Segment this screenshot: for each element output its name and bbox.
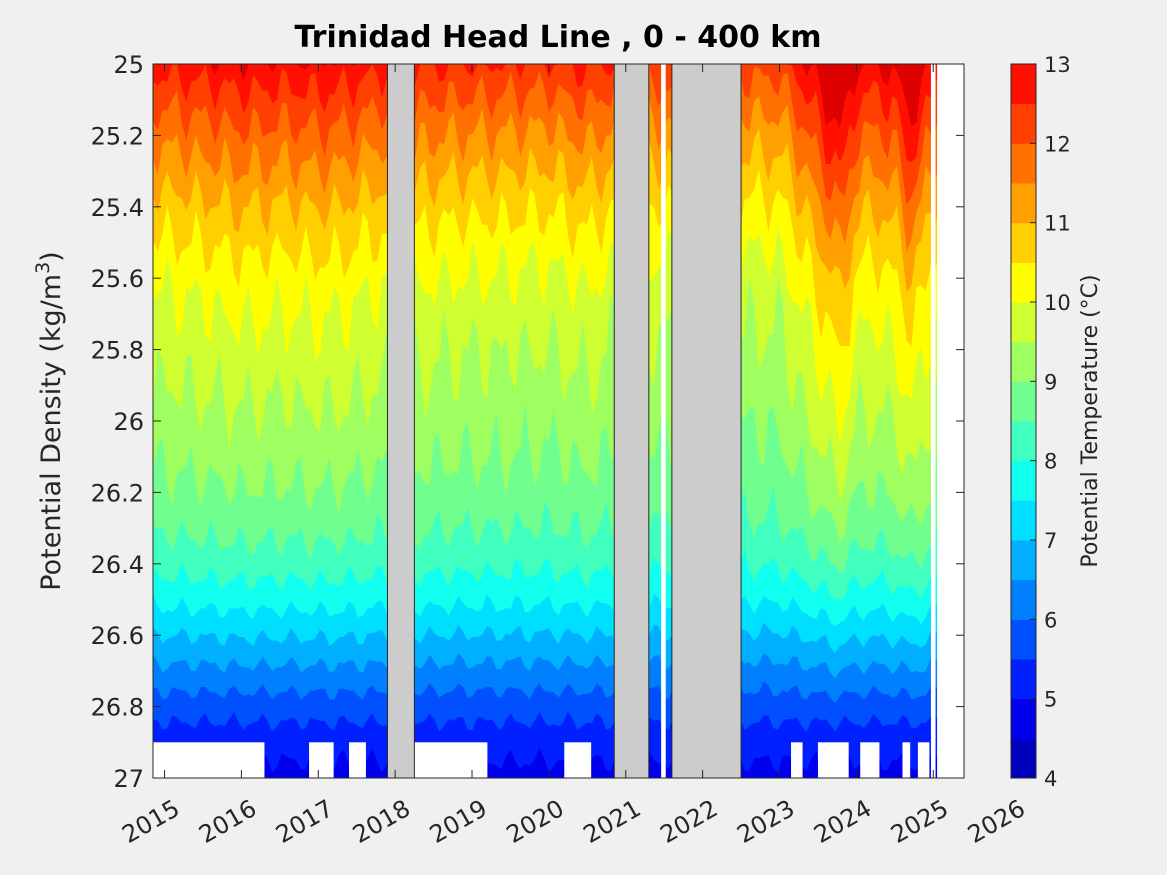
chart-title: Trinidad Head Line , 0 - 400 km [294, 20, 821, 55]
colorbar-segment [1011, 341, 1036, 382]
contour-bands [153, 64, 964, 778]
y-tick-label: 26.6 [91, 622, 144, 650]
x-tick-label: 2026 [963, 794, 1030, 849]
colorbar-segment [1011, 64, 1036, 105]
colorbar [1011, 64, 1036, 779]
y-tick-label: 26 [113, 408, 144, 436]
missing-data-column [930, 64, 936, 778]
colorbar-segment [1011, 579, 1036, 620]
colorbar-ticks: 4 5 6 7 8 9 10 11 12 13 [1030, 53, 1071, 791]
x-tick-label: 2024 [809, 794, 876, 849]
colorbar-frame [1010, 63, 1037, 779]
colorbar-segment [1011, 540, 1036, 581]
contour-band-12 [153, 64, 964, 205]
x-tick-label: 2025 [886, 794, 953, 849]
colorbar-segment [1011, 619, 1036, 660]
colorbar-segment [1011, 500, 1036, 541]
x-tick-label: 2022 [656, 794, 723, 849]
y-tick-label: 25.4 [91, 194, 144, 222]
colorbar-tick-label: 9 [1044, 370, 1057, 394]
bottom-missing-data [902, 742, 911, 778]
colorbar-tick-label: 5 [1044, 688, 1057, 712]
x-tick-label: 2016 [194, 794, 261, 849]
colorbar-tick-label: 10 [1044, 291, 1071, 315]
x-tick-label: 2020 [502, 794, 569, 849]
colorbar-tick-label: 13 [1044, 53, 1071, 77]
colorbar-segment [1011, 183, 1036, 224]
bottom-missing-data [917, 742, 930, 778]
colorbar-segment [1011, 738, 1036, 779]
y-axis-label-end: ) [36, 251, 67, 262]
no-data-gap [386, 64, 415, 778]
bottom-missing-data [817, 742, 849, 778]
colorbar-tick-label: 12 [1044, 132, 1071, 156]
bottom-missing-data [349, 742, 366, 778]
colorbar-segment [1011, 421, 1036, 462]
missing-data-column [661, 64, 666, 778]
colorbar-label: Potential Temperature (°C) [1078, 274, 1103, 567]
y-tick-label: 25 [113, 51, 144, 79]
colorbar-segment [1011, 262, 1036, 303]
bottom-missing-data [791, 742, 803, 778]
x-tick-label: 2015 [117, 794, 184, 849]
y-tick-label: 25.2 [91, 122, 144, 150]
colorbar-tick-label: 11 [1044, 212, 1071, 236]
x-tick-label: 2018 [348, 794, 415, 849]
y-tick-label: 26.4 [91, 551, 144, 579]
y-tick-label: 27 [113, 765, 144, 793]
y-axis-ticks: 25 25.2 25.4 25.6 25.8 26 26.2 26.4 26.6 26.8 27 [91, 51, 964, 793]
bottom-missing-data [153, 742, 265, 778]
colorbar-segment [1011, 302, 1036, 343]
y-tick-label: 26.8 [91, 694, 144, 722]
contour-band-13 [153, 64, 964, 129]
y-axis-label-base: Potential Density (kg/m [36, 274, 67, 591]
x-tick-label: 2021 [579, 794, 646, 849]
bottom-missing-data [309, 742, 334, 778]
x-tick-label: 2023 [732, 794, 799, 849]
y-axis-label-superscript: 3 [32, 262, 54, 274]
colorbar-segment [1011, 659, 1036, 700]
colorbar-segment [1011, 103, 1036, 144]
contour-band-12.5 [153, 64, 964, 164]
colorbar-segment [1011, 698, 1036, 739]
colorbar-tick-label: 6 [1044, 608, 1057, 632]
colorbar-tick-label: 8 [1044, 450, 1057, 474]
y-tick-label: 25.8 [91, 337, 144, 365]
bottom-missing-data [860, 742, 880, 778]
x-tick-label: 2017 [271, 794, 338, 849]
y-axis-label: Potential Density (kg/m3) [32, 251, 67, 590]
no-data-gap [613, 64, 650, 778]
x-tick-label: 2019 [425, 794, 492, 849]
colorbar-segment [1011, 460, 1036, 501]
colorbar-tick-label: 7 [1044, 529, 1057, 553]
y-tick-label: 26.2 [91, 479, 144, 507]
colorbar-segment [1011, 381, 1036, 422]
colorbar-segment [1011, 143, 1036, 184]
no-data-gap [671, 64, 742, 778]
y-tick-label: 25.6 [91, 265, 144, 293]
bottom-missing-data [414, 742, 488, 778]
data-gaps [153, 64, 964, 778]
colorbar-tick-label: 4 [1044, 767, 1057, 791]
colorbar-segment [1011, 222, 1036, 263]
bottom-missing-data [564, 742, 592, 778]
